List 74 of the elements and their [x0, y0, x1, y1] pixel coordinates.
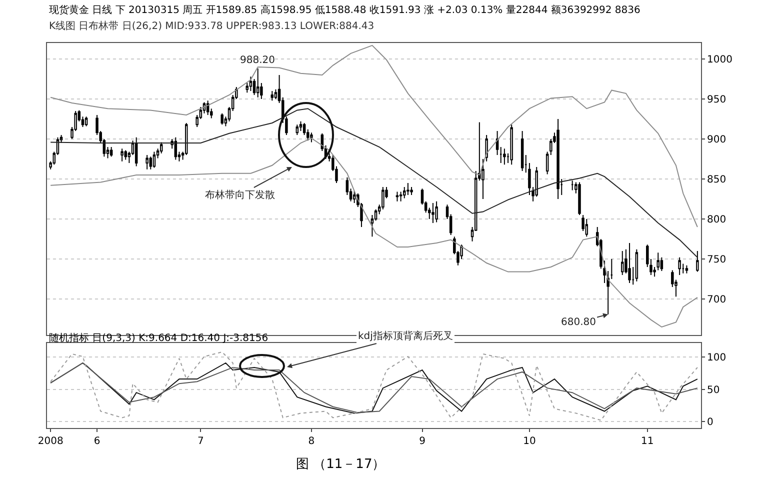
line-series [50, 352, 698, 421]
candlestick [496, 130, 499, 156]
candlestick [510, 124, 513, 166]
x-tick-label: 2008 [38, 436, 64, 447]
candlestick [110, 146, 113, 158]
candlestick [535, 166, 538, 198]
candlestick [396, 191, 399, 202]
candlestick [406, 182, 410, 196]
candlestick [678, 256, 681, 276]
candlestick [499, 146, 502, 164]
candlestick [124, 150, 127, 160]
y-tick-label: 0 [707, 417, 714, 428]
candlestick [685, 264, 688, 274]
candlestick [578, 182, 581, 216]
candlestick [270, 90, 274, 102]
candlestick [256, 68, 260, 98]
x-tick-label: 11 [641, 436, 654, 447]
candlestick [635, 248, 638, 282]
line-series [50, 44, 698, 228]
y-tick-label: 50 [707, 384, 720, 396]
annotation: 布林带向下发散 [205, 189, 275, 201]
candlestick [432, 202, 434, 224]
y-tick-label: 950 [707, 94, 726, 106]
candlestick [220, 112, 224, 126]
candlestick [249, 76, 252, 92]
candlestick [410, 186, 413, 196]
candlestick [570, 180, 574, 191]
candlestick [399, 191, 402, 202]
candlestick [520, 130, 524, 172]
chart-title: 随机指标 日(9,3,3) K:9.664 D:16.40 J:-3.8156 [49, 332, 268, 344]
candlestick [146, 154, 148, 170]
x-tick-label: 9 [419, 436, 426, 447]
y-tick-label: 900 [707, 134, 726, 146]
candlestick [556, 118, 560, 200]
candlestick [546, 151, 549, 175]
candlestick [435, 200, 438, 223]
candlestick [403, 186, 406, 199]
candlestick [149, 156, 152, 170]
candlestick [160, 142, 163, 154]
candlestick [382, 186, 384, 210]
candlestick [585, 218, 588, 238]
x-tick-label: 7 [197, 436, 204, 447]
x-tick-label: 10 [523, 436, 536, 447]
text: 图 （11－17） [296, 457, 386, 472]
candlestick [310, 132, 313, 143]
y-tick-label: 850 [707, 174, 726, 186]
candlestick [352, 190, 356, 204]
candlestick [621, 250, 624, 276]
y-tick-label: 100 [707, 352, 726, 364]
y-tick-label: 800 [707, 214, 726, 226]
candlestick [134, 136, 138, 167]
candlestick [299, 120, 302, 132]
annotation: 988.20 [240, 55, 275, 66]
annotation: kdj指标顶背离后死叉 [358, 330, 453, 342]
y-tick-label: 700 [707, 294, 726, 306]
candlestick [296, 124, 299, 136]
candlestick [120, 148, 124, 162]
annotation: 680.80 [561, 317, 596, 328]
candlestick [696, 250, 699, 272]
y-tick-label: 750 [707, 254, 726, 266]
candlestick [503, 148, 506, 166]
candlestick [84, 116, 88, 127]
chart-title: 现货黄金 日线 下 20130315 周五 开1589.85 高1598.95 低1588.48 收1591.93 涨 +2.03 0.13% 量22844 额36392992 8836 [49, 4, 640, 16]
candlestick [174, 136, 178, 160]
x-tick-label: 8 [308, 436, 315, 447]
line-series [50, 138, 698, 328]
candlestick [628, 242, 631, 284]
candlestick [152, 151, 156, 168]
candlestick [660, 256, 664, 272]
x-tick-label: 6 [94, 436, 100, 447]
candlestick [206, 100, 210, 116]
chart-subtitle: K线图 日布林带 日(26,2) MID:933.78 UPPER:983.13 LOWER:884.43 [49, 20, 374, 32]
y-tick-label: 1000 [707, 54, 732, 66]
line-series [50, 108, 698, 258]
